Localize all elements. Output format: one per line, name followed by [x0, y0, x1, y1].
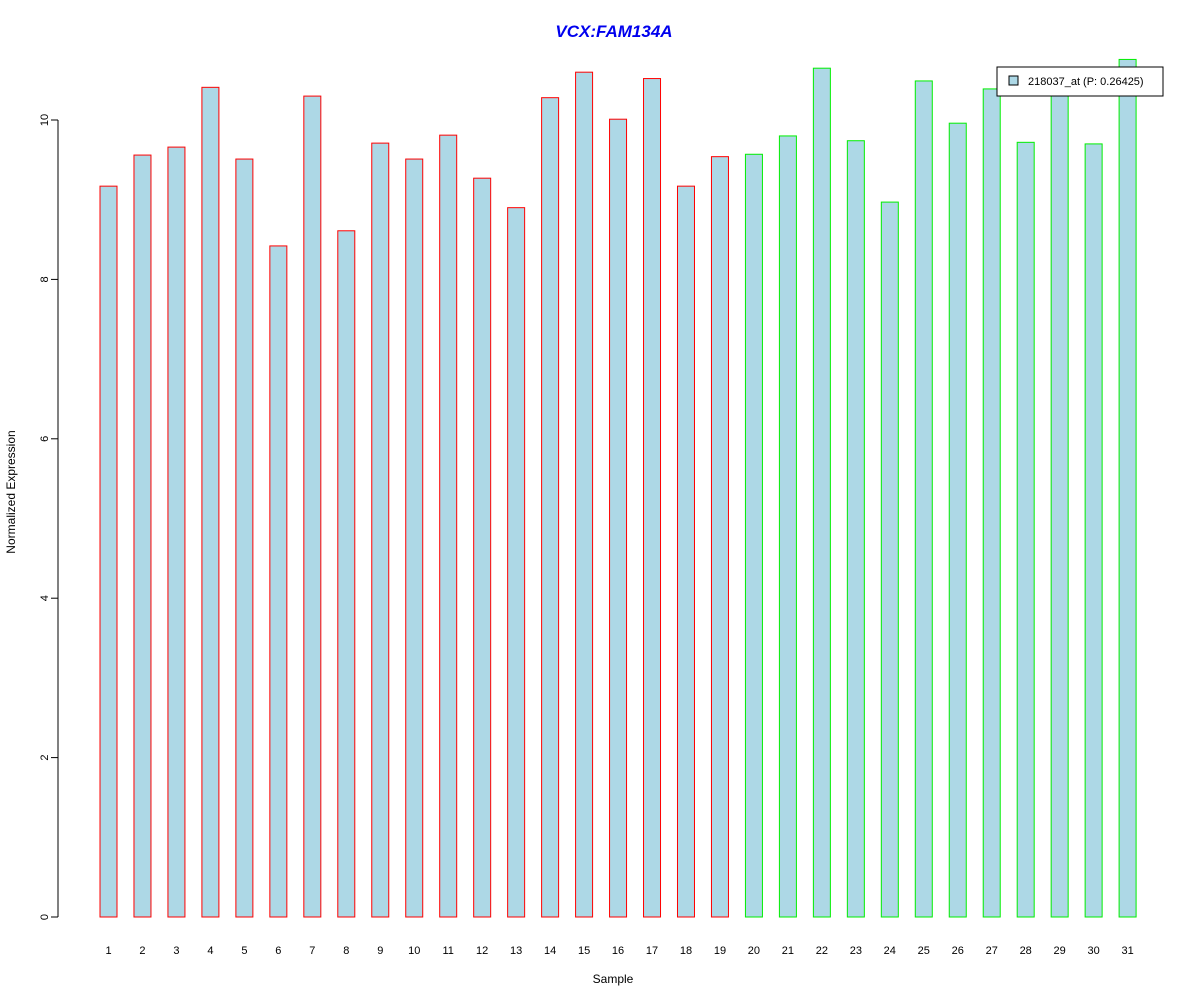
x-tick-label: 28 [1020, 945, 1032, 957]
bar-sample-24 [880, 201, 899, 918]
x-tick-label: 6 [275, 945, 281, 957]
bar-sample-12 [473, 177, 492, 918]
bar-sample-7 [303, 95, 322, 918]
legend: 218037_at (P: 0.26425) [996, 66, 1164, 97]
bar-sample-26 [948, 122, 967, 918]
x-tick-label: 31 [1121, 945, 1133, 957]
x-tick-label: 9 [377, 945, 383, 957]
bar-sample-31 [1118, 58, 1137, 918]
x-tick-label: 27 [986, 945, 998, 957]
x-tick-label: 8 [343, 945, 349, 957]
x-tick-label: 2 [139, 945, 145, 957]
x-tick-label: 11 [442, 945, 453, 957]
bar-sample-8 [337, 230, 356, 918]
bar-sample-1 [99, 185, 118, 918]
bar-sample-5 [235, 158, 254, 918]
x-tick-label: 20 [748, 945, 760, 957]
y-tick-label: 8 [39, 276, 51, 282]
legend-box [996, 66, 1164, 97]
y-tick-label: 0 [39, 914, 51, 920]
x-tick-label: 7 [309, 945, 315, 957]
x-tick-label: 17 [646, 945, 658, 957]
bar-sample-4 [201, 86, 220, 918]
y-tick-label: 6 [39, 436, 51, 442]
x-tick-label: 1 [105, 945, 111, 957]
x-tick-label: 29 [1054, 945, 1066, 957]
y-tick-label: 2 [39, 755, 51, 761]
legend-swatch [1008, 75, 1019, 86]
bar-sample-15 [575, 71, 594, 918]
x-tick-label: 19 [714, 945, 726, 957]
y-tick-label: 10 [39, 114, 51, 126]
x-tick-label: 14 [544, 945, 556, 957]
bar-sample-13 [507, 207, 526, 918]
x-tick-label: 13 [510, 945, 522, 957]
x-tick-label: 15 [578, 945, 590, 957]
x-axis-label: Sample [593, 972, 634, 986]
x-tick-labels: 1 2 3 4 5 6 7 8 9 10 11 12 13 14 15 16 17 18 19 20 21 22 23 24 2… [105, 945, 1133, 957]
y-axis: 0 2 4 6 8 10 [39, 114, 59, 920]
y-tick-label: 4 [39, 595, 51, 601]
bar-sample-25 [914, 80, 933, 918]
legend-entry: 218037_at (P: 0.26425) [1028, 76, 1144, 88]
x-tick-label: 22 [816, 945, 828, 957]
bar-sample-30 [1084, 143, 1103, 918]
bar-sample-11 [439, 134, 458, 918]
bar-sample-16 [609, 118, 628, 918]
x-tick-label: 23 [850, 945, 862, 957]
x-tick-label: 24 [884, 945, 896, 957]
x-tick-label: 16 [612, 945, 624, 957]
x-tick-label: 25 [918, 945, 930, 957]
bar-sample-20 [744, 153, 763, 918]
x-tick-label: 12 [476, 945, 488, 957]
bar-sample-28 [1016, 141, 1035, 918]
bar-sample-6 [269, 245, 288, 918]
chart-title: VCX:FAM134A [555, 22, 672, 41]
bar-sample-18 [676, 185, 695, 918]
bar-sample-22 [812, 67, 831, 918]
bar-sample-27 [982, 88, 1001, 918]
bar-sample-2 [133, 154, 152, 918]
x-tick-label: 5 [241, 945, 247, 957]
bars [99, 58, 1137, 918]
bar-sample-19 [710, 156, 729, 918]
x-tick-label: 10 [408, 945, 420, 957]
bar-sample-10 [405, 158, 424, 918]
bar-sample-17 [643, 78, 662, 918]
x-tick-label: 18 [680, 945, 692, 957]
bar-sample-23 [846, 140, 865, 918]
x-tick-label: 21 [782, 945, 794, 957]
bar-sample-21 [778, 135, 797, 918]
x-tick-label: 30 [1088, 945, 1100, 957]
y-axis-label: Normalized Expression [4, 430, 18, 553]
x-tick-label: 3 [173, 945, 179, 957]
x-tick-label: 4 [207, 945, 213, 957]
bar-sample-9 [371, 142, 390, 918]
bar-sample-29 [1050, 90, 1069, 918]
bar-sample-3 [167, 146, 186, 918]
bar-sample-14 [541, 97, 560, 918]
x-tick-label: 26 [952, 945, 964, 957]
